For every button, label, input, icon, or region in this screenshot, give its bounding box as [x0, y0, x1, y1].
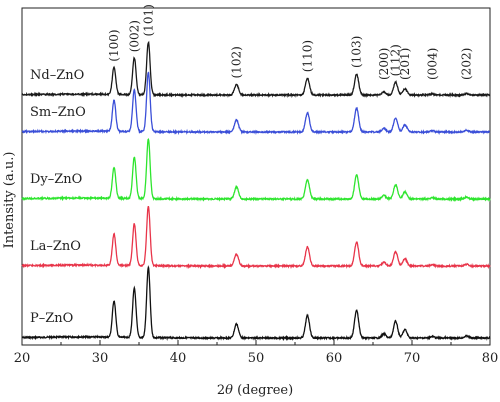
peak-label: (202): [460, 48, 474, 80]
series-label: Sm–ZnO: [30, 105, 86, 120]
peak-label: (100): [107, 29, 121, 61]
x-tick-label: 40: [170, 351, 187, 366]
plot-border: [21, 7, 491, 346]
peak-label: (112): [389, 44, 403, 76]
series-line: [21, 265, 491, 342]
peak-labels: (100) (002) (101) (102) (110) (103) (200)(112)…: [107, 4, 474, 80]
peak-label: (110): [301, 40, 315, 72]
peak-label: (200): [377, 48, 391, 80]
series-label: Dy–ZnO: [30, 172, 82, 187]
peak-label: (004): [425, 48, 439, 80]
series-line: [21, 71, 491, 136]
x-tick-label: 70: [404, 351, 421, 366]
x-tick-label: 80: [482, 351, 499, 366]
x-tick-label: 60: [326, 351, 343, 366]
series-line: [21, 40, 491, 99]
series-layer: [21, 40, 491, 342]
series-line: [21, 138, 491, 203]
series-line: [21, 205, 491, 270]
plot-frame: [21, 7, 491, 346]
x-axis-title: 2θ (degree): [217, 383, 293, 398]
peak-label: (102): [230, 46, 244, 78]
peak-label: (103): [350, 36, 364, 68]
peak-label: (101): [141, 4, 155, 36]
x-tick-label: 50: [248, 351, 265, 366]
y-axis-title: Intensity (a.u.): [2, 152, 17, 249]
x-tick-label: 30: [92, 351, 109, 366]
peak-label: (201): [398, 48, 412, 80]
series-label: La–ZnO: [30, 239, 81, 254]
x-tick-label: 20: [14, 351, 31, 366]
series-labels: Nd–ZnO Sm–ZnO Dy–ZnO La–ZnO P–ZnO: [30, 68, 86, 326]
series-label: P–ZnO: [30, 311, 73, 326]
peak-label: (002): [127, 20, 141, 52]
series-label: Nd–ZnO: [30, 68, 84, 83]
x-axis-ticks: 20 30 40 50 60 70 80: [14, 340, 499, 366]
